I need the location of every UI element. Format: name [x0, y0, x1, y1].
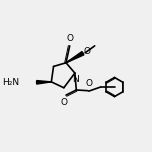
Text: O: O: [85, 79, 92, 88]
Text: H₂N: H₂N: [3, 78, 20, 87]
Text: N: N: [72, 74, 79, 84]
Text: O: O: [83, 47, 90, 56]
Text: O: O: [61, 98, 68, 107]
Polygon shape: [66, 52, 84, 63]
Text: O: O: [67, 34, 74, 43]
Polygon shape: [37, 81, 51, 84]
